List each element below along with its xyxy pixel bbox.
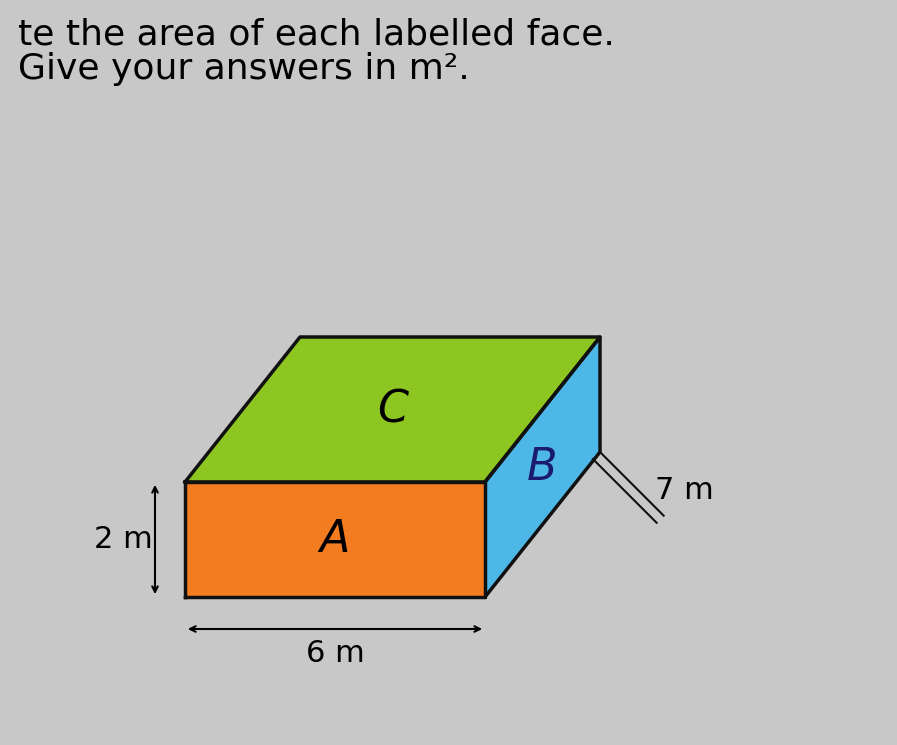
Text: C: C [377,388,408,431]
Polygon shape [185,482,485,597]
Text: 7 m: 7 m [655,476,713,505]
Polygon shape [185,337,600,482]
Text: 6 m: 6 m [306,639,364,668]
Text: Give your answers in m².: Give your answers in m². [18,52,470,86]
Polygon shape [485,337,600,597]
Text: B: B [527,446,558,489]
Text: A: A [319,518,350,561]
Text: 2 m: 2 m [93,525,152,554]
Text: te the area of each labelled face.: te the area of each labelled face. [18,17,614,51]
